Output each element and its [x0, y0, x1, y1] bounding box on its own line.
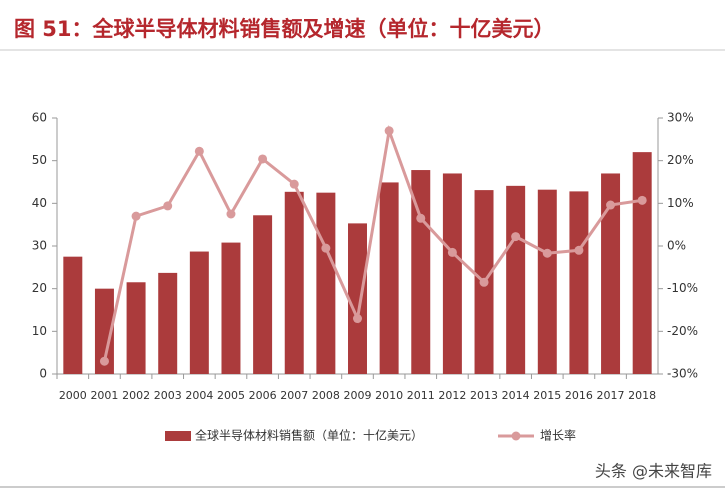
bar	[158, 272, 178, 374]
x-tick-label: 2001	[90, 389, 118, 402]
y-tick-label: 0	[39, 367, 47, 381]
bar	[506, 185, 526, 374]
x-tick-label: 2014	[502, 389, 530, 402]
bar	[601, 173, 621, 374]
bar	[316, 192, 336, 374]
x-tick-label: 2006	[249, 389, 277, 402]
x-tick-label: 2000	[59, 389, 87, 402]
growth-point	[353, 314, 362, 324]
watermark: 头条 @未来智库	[595, 462, 712, 481]
legend-swatch	[511, 431, 521, 441]
bar	[94, 288, 114, 374]
bar	[253, 215, 273, 374]
chart-title: 图 51：全球半导体材料销售额及增速（单位：十亿美元）	[14, 17, 555, 41]
bar	[632, 152, 652, 374]
x-tick-label: 2013	[470, 389, 498, 402]
growth-point	[606, 200, 616, 210]
growth-point	[226, 209, 236, 219]
legend-label: 增长率	[540, 428, 576, 443]
y-tick-label: 50	[32, 153, 47, 167]
growth-point	[574, 245, 584, 255]
growth-point	[131, 211, 141, 221]
y2-tick-label: 0%	[667, 239, 686, 253]
growth-point	[194, 146, 204, 156]
x-tick-label: 2009	[344, 389, 372, 402]
growth-point	[511, 232, 521, 242]
bar	[379, 182, 399, 374]
y2-tick-label: 20%	[667, 153, 694, 167]
growth-point	[289, 179, 299, 189]
growth-point	[163, 201, 173, 211]
legend-swatch	[165, 431, 191, 441]
x-tick-label: 2016	[565, 389, 593, 402]
x-tick-label: 2018	[628, 389, 656, 402]
x-tick-label: 2003	[154, 389, 182, 402]
x-tick-label: 2005	[217, 389, 245, 402]
x-tick-label: 2007	[280, 389, 308, 402]
x-tick-label: 2017	[597, 389, 625, 402]
bar	[348, 223, 367, 374]
growth-line	[102, 124, 643, 362]
growth-point	[416, 213, 426, 223]
bar	[221, 242, 241, 374]
growth-point	[542, 248, 552, 258]
y2-tick-label: -20%	[667, 324, 698, 338]
x-tick-label: 2010	[375, 389, 403, 402]
bar	[411, 170, 431, 374]
x-tick-label: 2008	[312, 389, 340, 402]
x-tick-label: 2002	[122, 389, 150, 402]
x-tick-label: 2011	[407, 389, 435, 402]
y-tick-label: 60	[32, 111, 47, 125]
y2-tick-label: -30%	[667, 367, 698, 381]
y-tick-label: 40	[32, 196, 47, 210]
bar	[537, 189, 557, 374]
y-tick-label: 20	[32, 281, 47, 295]
legend-label: 全球半导体材料销售额（单位：十亿美元）	[195, 428, 423, 443]
bar	[189, 251, 209, 374]
growth-point	[384, 126, 394, 136]
bar	[569, 191, 589, 374]
bar	[126, 282, 146, 374]
growth-point	[321, 243, 331, 253]
y-tick-label: 10	[32, 324, 47, 338]
y2-tick-label: 10%	[667, 196, 694, 210]
bar	[284, 191, 304, 374]
y-tick-label: 30	[32, 239, 47, 253]
x-tick-label: 2012	[438, 389, 466, 402]
bar	[63, 256, 83, 374]
bar	[442, 173, 462, 374]
x-tick-label: 2004	[185, 389, 213, 402]
y2-tick-label: 30%	[667, 111, 694, 125]
growth-point	[447, 247, 457, 257]
y2-tick-label: -10%	[667, 281, 698, 295]
growth-point	[637, 195, 647, 205]
growth-point	[258, 154, 268, 164]
growth-point	[479, 277, 489, 287]
x-tick-label: 2015	[533, 389, 561, 402]
growth-point	[99, 356, 109, 366]
